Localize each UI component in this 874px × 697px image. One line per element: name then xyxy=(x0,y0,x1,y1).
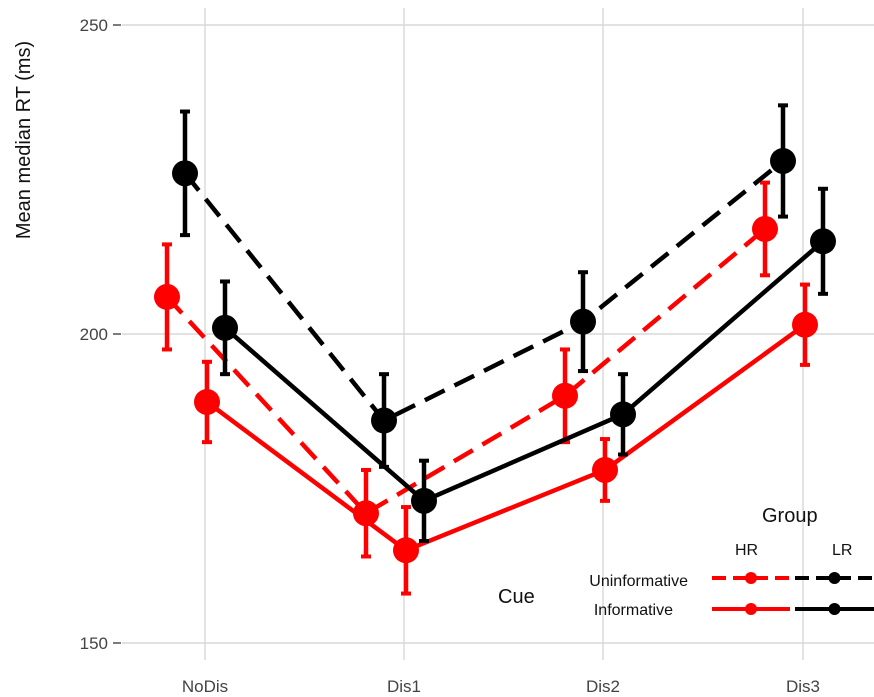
legend-key-point xyxy=(745,572,757,584)
legend-group-label-hr: HR xyxy=(735,542,758,559)
data-point xyxy=(552,382,578,409)
data-point xyxy=(752,215,778,242)
y-tick-label: 150 xyxy=(80,634,108,653)
x-tick-label: Dis2 xyxy=(586,677,620,696)
y-axis: 150 200 250 xyxy=(80,16,121,653)
data-point xyxy=(810,228,836,255)
series-hr-uninformative xyxy=(154,180,778,559)
legend-group-title: Group xyxy=(762,505,818,527)
data-point xyxy=(212,314,238,341)
y-tick-label: 250 xyxy=(80,16,108,35)
legend-cue-label-informative: Informative xyxy=(594,602,673,619)
series-layer xyxy=(154,103,836,596)
x-tick-label: NoDis xyxy=(182,677,228,696)
x-axis: NoDis Dis1 Dis2 Dis3 xyxy=(182,677,820,696)
data-point xyxy=(371,407,397,434)
x-tick-label: Dis1 xyxy=(387,677,421,696)
x-tick-label: Dis3 xyxy=(786,677,820,696)
legend-key-point xyxy=(828,603,841,615)
series-hr-informative xyxy=(194,282,818,596)
data-point xyxy=(194,388,220,415)
series-line-hr-informative xyxy=(205,322,807,553)
data-point xyxy=(770,147,796,174)
legend-key-point xyxy=(745,603,757,615)
series-line-hr-uninformative xyxy=(165,227,767,516)
legend-key-point xyxy=(828,572,841,584)
data-point xyxy=(610,401,636,428)
data-point xyxy=(393,537,419,564)
y-tick-label: 200 xyxy=(80,325,108,344)
legend-key-lr-informative xyxy=(795,603,874,615)
series-line-lr-informative xyxy=(223,239,825,504)
data-point xyxy=(411,487,437,514)
series-lr-uninformative xyxy=(172,103,796,469)
legend-keys xyxy=(712,572,874,615)
series-lr-informative xyxy=(212,186,836,544)
legend: Group HR LR Cue Uninformative Informativ… xyxy=(498,505,874,619)
data-point xyxy=(570,308,596,335)
series-line-lr-uninformative xyxy=(183,159,785,423)
data-point xyxy=(792,311,818,338)
legend-key-hr-informative xyxy=(712,603,790,615)
data-point xyxy=(353,500,379,527)
grid-lines xyxy=(122,8,874,660)
legend-key-lr-uninformative xyxy=(795,572,874,584)
data-point xyxy=(154,283,180,310)
legend-group-label-lr: LR xyxy=(832,542,852,559)
data-point xyxy=(172,160,198,187)
data-point xyxy=(592,456,618,483)
y-axis-title: Mean median RT (ms) xyxy=(13,41,35,239)
legend-cue-label-uninformative: Uninformative xyxy=(589,573,688,590)
legend-key-hr-uninformative xyxy=(712,572,790,584)
legend-cue-title: Cue xyxy=(498,586,535,608)
